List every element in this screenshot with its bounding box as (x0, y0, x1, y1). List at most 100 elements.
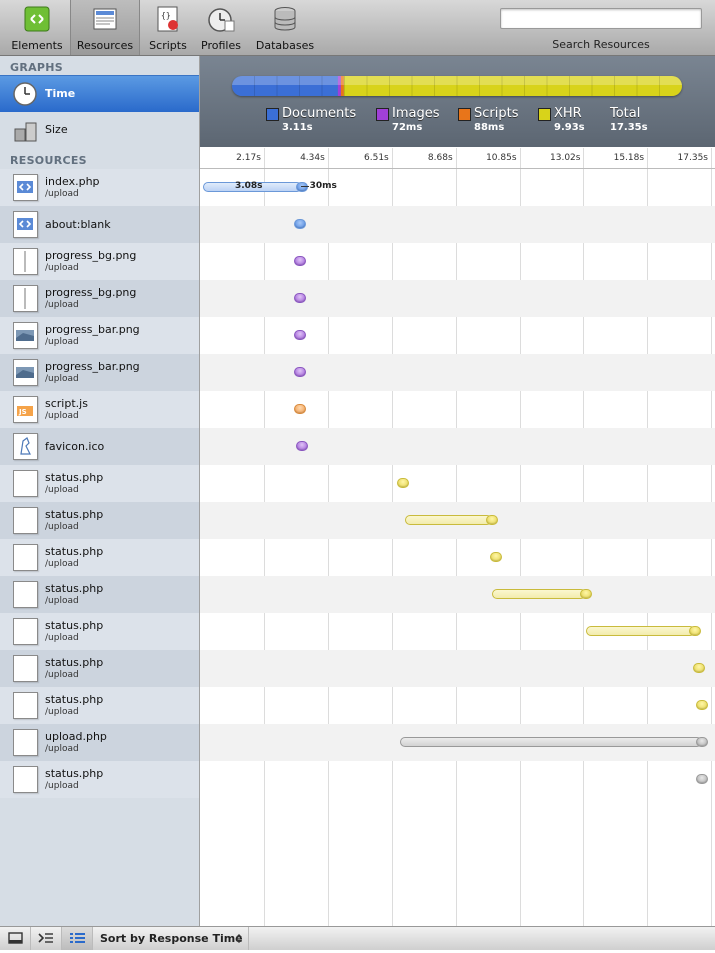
resource-item[interactable]: status.php/upload (0, 502, 199, 539)
resource-item[interactable]: status.php/upload (0, 687, 199, 724)
sidebar: GRAPHS Time Size RESOURCES index.php/upl… (0, 56, 200, 926)
timeline-row[interactable] (200, 650, 715, 687)
toolbar-elements-button[interactable]: Elements (8, 0, 66, 55)
timeline-ruler: 2.17s 4.34s 6.51s 8.68s 10.85s 13.02s 15.18s 17… (200, 148, 715, 169)
timeline-download-marker (294, 330, 307, 340)
ruler-gridline (647, 148, 648, 168)
file-icon (13, 507, 38, 534)
sort-select[interactable]: Sort by Response Time (93, 927, 249, 950)
timeline-row[interactable] (200, 317, 715, 354)
timeline-download-marker (489, 552, 502, 562)
timeline-row[interactable] (200, 761, 715, 798)
resource-name: index.php (45, 175, 100, 188)
dock-button[interactable] (0, 927, 31, 950)
resource-item[interactable]: status.php/upload (0, 539, 199, 576)
resource-file-icon (13, 470, 38, 497)
ruler-tick-label: 4.34s (300, 153, 325, 163)
resource-path: /upload (45, 781, 79, 791)
timeline-row[interactable]: 3.08s 30ms (200, 169, 715, 206)
list-view-button[interactable] (62, 927, 93, 950)
toolbar-resources-button[interactable]: Resources (70, 0, 140, 55)
toolbar-scripts-button[interactable]: {} Scripts (144, 0, 192, 55)
timeline-row[interactable] (200, 280, 715, 317)
timeline-row[interactable] (200, 613, 715, 650)
resource-item[interactable]: upload.php/upload (0, 724, 199, 761)
timeline-row[interactable] (200, 576, 715, 613)
timeline-row[interactable] (200, 243, 715, 280)
graph-summary-header: Documents 3.11s Images 72ms Scripts 88ms XHR 9.… (200, 56, 715, 147)
resource-item[interactable]: status.php/upload (0, 576, 199, 613)
timeline-gridline (456, 169, 457, 926)
resource-item[interactable]: status.php/upload (0, 465, 199, 502)
resource-item[interactable]: index.php/upload (0, 169, 199, 206)
resource-item[interactable]: progress_bg.png/upload (0, 280, 199, 317)
timeline-row[interactable] (200, 428, 715, 465)
file-icon (13, 618, 38, 645)
resource-item[interactable]: progress_bar.png/upload (0, 317, 199, 354)
image-icon (24, 251, 26, 272)
timeline-download-marker (295, 182, 308, 192)
timeline-latency-bar (491, 589, 586, 599)
resource-path: /upload (45, 522, 79, 532)
resource-item[interactable]: status.php/upload (0, 761, 199, 798)
resource-name: status.php (45, 545, 104, 558)
timeline-gridline (392, 169, 393, 926)
resource-item[interactable]: JS script.js/upload (0, 391, 199, 428)
resource-file-icon (13, 766, 38, 793)
sort-arrows-icon (236, 934, 242, 943)
legend-name: Documents (282, 106, 357, 121)
timeline-row[interactable] (200, 724, 715, 761)
sidebar-graph-size[interactable]: Size (0, 112, 199, 148)
resource-name: status.php (45, 767, 104, 780)
resource-file-icon (13, 692, 38, 719)
file-icon (13, 544, 38, 571)
resource-path: /upload (45, 411, 79, 421)
resource-path: /upload (45, 596, 79, 606)
summary-gloss (232, 76, 682, 85)
timeline-download-marker (579, 589, 592, 599)
resource-path: /upload (45, 337, 79, 347)
toolbar-profiles-label: Profiles (201, 39, 241, 52)
legend-name: Images (392, 106, 440, 121)
toolbar-databases-button[interactable]: Databases (252, 0, 318, 55)
timeline-row[interactable] (200, 391, 715, 428)
latency-label: 3.08s (234, 181, 263, 191)
toolbar-profiles-button[interactable]: Profiles (196, 0, 246, 55)
resource-path: /upload (45, 189, 79, 199)
timeline-row[interactable] (200, 465, 715, 502)
search-input[interactable] (500, 8, 702, 29)
resource-path: /upload (45, 670, 79, 680)
resource-item[interactable]: about:blank (0, 206, 199, 243)
resource-name: status.php (45, 471, 104, 484)
ruler-tick-label: 6.51s (364, 153, 389, 163)
resource-path: /upload (45, 559, 79, 569)
resource-item[interactable]: progress_bar.png/upload (0, 354, 199, 391)
resource-path: /upload (45, 744, 79, 754)
image-icon (16, 330, 34, 341)
ruler-gridline (520, 148, 521, 168)
timeline-download-marker (295, 441, 308, 451)
resource-item[interactable]: progress_bg.png/upload (0, 243, 199, 280)
timeline-download-marker (693, 663, 706, 673)
timeline-download-marker (294, 293, 307, 303)
timeline-download-marker (294, 219, 307, 229)
timeline-row[interactable] (200, 687, 715, 724)
timeline-row[interactable] (200, 206, 715, 243)
file-icon (13, 766, 38, 793)
resource-item[interactable]: status.php/upload (0, 650, 199, 687)
resource-name: progress_bar.png (45, 323, 140, 336)
timeline-download-marker (696, 774, 709, 784)
resource-item[interactable]: favicon.ico (0, 428, 199, 465)
timeline-download-marker (294, 256, 307, 266)
resource-item[interactable]: status.php/upload (0, 613, 199, 650)
console-button[interactable] (31, 927, 62, 950)
resource-file-icon (13, 618, 38, 645)
timeline-row[interactable] (200, 502, 715, 539)
legend-swatch (376, 108, 389, 121)
resource-path: /upload (45, 633, 79, 643)
timeline-row[interactable] (200, 539, 715, 576)
timeline-row[interactable] (200, 354, 715, 391)
console-icon (38, 933, 53, 943)
resource-path: /upload (45, 485, 79, 495)
sidebar-graph-time[interactable]: Time (0, 75, 199, 112)
